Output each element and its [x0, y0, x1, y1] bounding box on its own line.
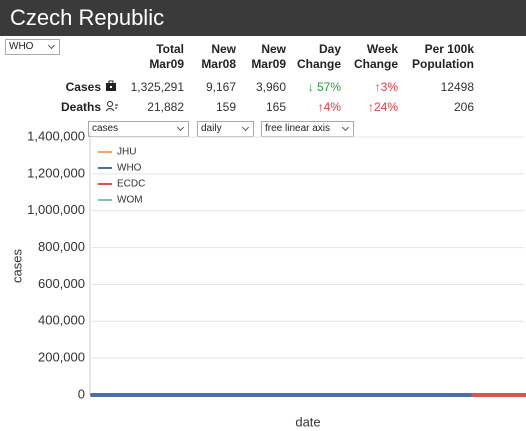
column-header-line: Total	[156, 42, 184, 56]
column-header-line: Week	[366, 42, 398, 56]
column-header: Per 100k Population	[412, 42, 474, 72]
source-select[interactable]: WHO	[5, 39, 60, 55]
row-label: Deaths	[60, 100, 101, 114]
period-select[interactable]: daily	[197, 121, 254, 137]
y-tick-label: 800,000	[38, 239, 85, 254]
column-header: New Mar09	[251, 42, 286, 72]
table-cell: ↑4%	[317, 100, 341, 114]
y-tick-label: 1,200,000	[27, 165, 85, 180]
y-tick-label: 600,000	[38, 276, 85, 291]
y-tick-label: 0	[78, 386, 85, 401]
column-header-line: New	[261, 42, 286, 56]
deaths-icon	[105, 101, 118, 112]
row-label: Cases	[65, 80, 101, 94]
table-cell: ↑3%	[374, 80, 398, 94]
column-header-line: Day	[318, 42, 341, 56]
y-tick-label: 400,000	[38, 313, 85, 328]
y-tick-label: 1,000,000	[27, 202, 85, 217]
metric-select[interactable]: cases	[88, 121, 189, 137]
table-cell: 12498	[440, 80, 474, 94]
column-header-line: Mar08	[201, 57, 236, 71]
column-header-line: New	[211, 42, 236, 56]
table-cell: 1,325,291	[130, 80, 184, 94]
table-cell: 165	[265, 100, 286, 114]
column-header: New Mar08	[201, 42, 236, 72]
legend-label: ECDC	[117, 179, 145, 190]
legend-label: JHU	[117, 147, 136, 158]
column-header: Day Change	[297, 42, 341, 72]
series-line	[90, 392, 526, 397]
column-header: Total Mar09	[149, 42, 184, 72]
column-header-line: Mar09	[251, 57, 286, 71]
y-tick-label: 1,400,000	[27, 128, 85, 143]
column-header-line: Change	[296, 57, 341, 71]
table-cell: 159	[215, 100, 236, 114]
table-cell: ↑24%	[367, 100, 398, 114]
table-cell: 9,167	[205, 80, 236, 94]
column-header-line: Change	[353, 57, 398, 71]
legend-label: WOM	[117, 195, 143, 206]
axis-select[interactable]: free linear axis	[261, 121, 354, 137]
table-cell: 21,882	[147, 100, 184, 114]
table-cell: 3,960	[255, 80, 286, 94]
y-tick-label: 200,000	[38, 350, 85, 365]
table-cell: ↓ 57%	[307, 80, 341, 94]
column-header-line: Population	[412, 57, 474, 71]
cases-icon	[106, 80, 116, 91]
x-axis-label: date	[295, 414, 320, 429]
y-axis-label: cases	[9, 249, 24, 283]
column-header-line: Per 100k	[424, 42, 474, 56]
table-cell: 206	[453, 100, 474, 114]
header-title: Czech Republic	[0, 0, 526, 36]
column-header-line: Mar09	[149, 57, 184, 71]
legend-label: WHO	[117, 163, 142, 174]
column-header: Week Change	[354, 42, 398, 72]
